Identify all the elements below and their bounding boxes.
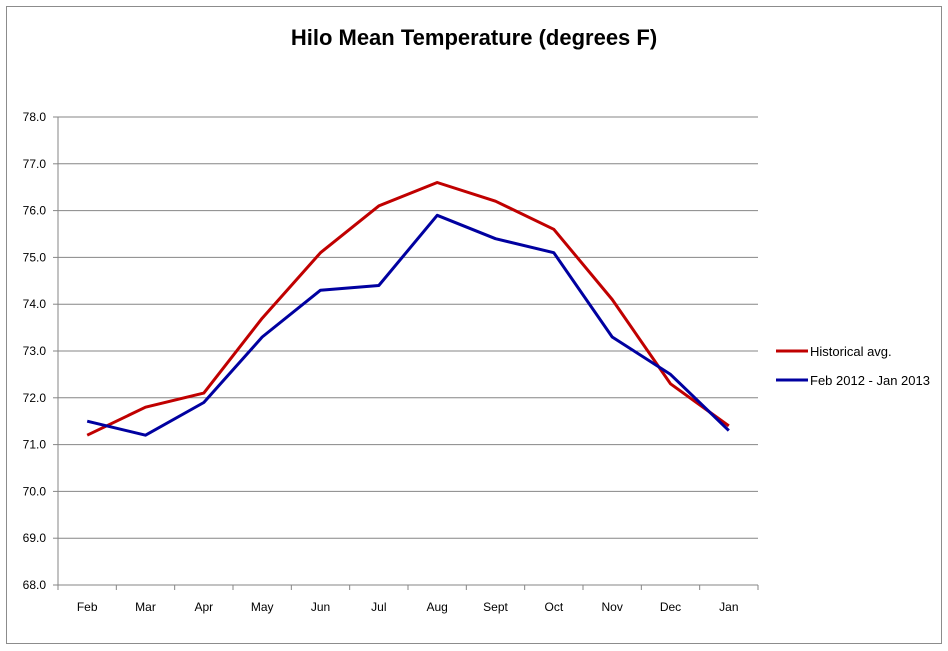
y-tick-label: 73.0 xyxy=(23,344,47,358)
x-tick-label: Apr xyxy=(194,600,213,614)
y-tick-label: 69.0 xyxy=(23,531,47,545)
y-tick-label: 70.0 xyxy=(23,484,47,498)
x-axis-ticks: Feb Mar Apr May Jun Jul Aug Sept Oct Nov Dec Jan xyxy=(57,585,759,614)
y-tick-label: 75.0 xyxy=(23,250,47,264)
x-tick-label: Feb xyxy=(77,600,98,614)
x-tick-label: May xyxy=(251,600,274,614)
x-tick-label: Jun xyxy=(311,600,330,614)
y-tick-label: 71.0 xyxy=(23,438,47,452)
y-tick-label: 77.0 xyxy=(23,157,47,171)
chart-title: Hilo Mean Temperature (degrees F) xyxy=(291,25,657,50)
x-tick-label: Aug xyxy=(426,600,447,614)
series-line-1 xyxy=(86,181,730,437)
x-tick-label: Sept xyxy=(483,600,508,614)
x-tick-label: Jan xyxy=(719,600,738,614)
chart-area xyxy=(6,6,942,644)
series-lines xyxy=(86,181,730,437)
series-line-2 xyxy=(86,213,730,437)
y-axis-ticks: 68.0 69.0 70.0 71.0 72.0 73.0 74.0 75.0 76.0 77.0… xyxy=(23,110,58,592)
x-tick-label: Nov xyxy=(601,600,622,614)
x-tick-label: Dec xyxy=(660,600,681,614)
legend-entry: Historical avg. xyxy=(810,344,892,359)
x-tick-label: Oct xyxy=(544,600,563,614)
x-tick-label: Jul xyxy=(371,600,386,614)
legend: Historical avg. Feb 2012 - Jan 2013 xyxy=(776,344,930,388)
y-tick-label: 76.0 xyxy=(23,204,47,218)
x-tick-label: Mar xyxy=(135,600,156,614)
gridlines xyxy=(58,116,758,539)
y-tick-label: 78.0 xyxy=(23,110,47,124)
y-tick-label: 68.0 xyxy=(23,578,47,592)
legend-entry: Feb 2012 - Jan 2013 xyxy=(810,373,930,388)
y-tick-label: 72.0 xyxy=(23,391,47,405)
y-tick-label: 74.0 xyxy=(23,297,47,311)
